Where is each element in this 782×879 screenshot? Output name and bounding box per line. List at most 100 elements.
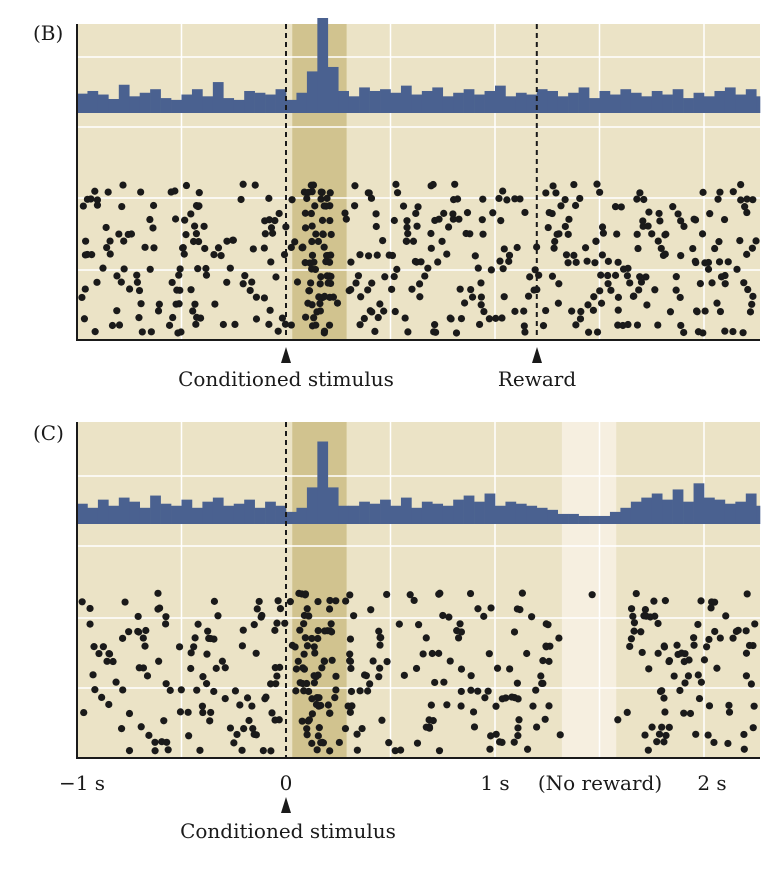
histogram-bar bbox=[620, 507, 632, 524]
spike-dot bbox=[182, 231, 190, 239]
spike-dot bbox=[295, 589, 303, 597]
histogram-bar bbox=[515, 503, 527, 524]
spike-dot bbox=[680, 328, 688, 337]
spike-dot bbox=[135, 314, 143, 322]
spike-dot bbox=[106, 237, 114, 245]
histogram-bar bbox=[338, 90, 349, 113]
spike-dot bbox=[467, 285, 475, 294]
spike-dot bbox=[82, 237, 90, 245]
spike-dot bbox=[701, 307, 709, 315]
spike-dot bbox=[713, 664, 721, 672]
spike-dot bbox=[598, 223, 607, 231]
spike-dot bbox=[318, 216, 327, 224]
spike-dot bbox=[642, 273, 650, 281]
spike-dot bbox=[175, 643, 184, 651]
spike-dot bbox=[162, 613, 170, 621]
spike-dot bbox=[505, 257, 513, 265]
spike-dot bbox=[231, 320, 239, 329]
spike-dot bbox=[154, 589, 162, 597]
spike-dot bbox=[689, 244, 697, 253]
spike-dot bbox=[637, 628, 645, 636]
spike-dot bbox=[323, 194, 331, 202]
spike-dot bbox=[121, 598, 129, 606]
spike-dot bbox=[690, 641, 698, 649]
spike-dot bbox=[356, 687, 364, 695]
spike-dot bbox=[743, 590, 751, 598]
spike-dot bbox=[554, 299, 562, 307]
spike-dot bbox=[717, 273, 726, 281]
spike-dot bbox=[400, 671, 408, 679]
histogram-bar bbox=[212, 82, 224, 113]
spike-dot bbox=[524, 292, 533, 300]
spike-dot bbox=[711, 244, 719, 253]
spike-dot bbox=[692, 730, 700, 738]
spike-dot bbox=[321, 292, 329, 300]
spike-dot bbox=[272, 680, 280, 688]
histogram-bar bbox=[411, 94, 423, 113]
spike-dot bbox=[715, 258, 724, 266]
spike-dot bbox=[314, 634, 322, 643]
spike-dot bbox=[392, 180, 400, 188]
spike-dot bbox=[520, 307, 528, 315]
spike-dot bbox=[175, 271, 183, 279]
spike-dot bbox=[331, 694, 339, 702]
spike-dot bbox=[497, 216, 505, 225]
spike-dot bbox=[230, 739, 238, 747]
spike-dot bbox=[533, 723, 541, 731]
spike-dot bbox=[125, 628, 133, 636]
spike-dot bbox=[446, 314, 454, 322]
histogram-bar bbox=[735, 501, 747, 524]
spike-dot bbox=[670, 672, 678, 680]
spike-dot bbox=[739, 329, 747, 337]
histogram-bar bbox=[589, 515, 600, 524]
spike-dot bbox=[238, 642, 247, 650]
spike-dot bbox=[320, 657, 329, 665]
spike-dot bbox=[168, 278, 176, 287]
spike-dot bbox=[104, 188, 112, 196]
spike-dot bbox=[353, 746, 361, 754]
marker-label-reward: Reward bbox=[498, 367, 576, 391]
spike-dot bbox=[716, 307, 725, 316]
histogram-bar bbox=[348, 505, 360, 524]
spike-dot bbox=[470, 723, 479, 731]
spike-dot bbox=[743, 195, 751, 203]
histogram-bar bbox=[87, 507, 99, 524]
spike-dot bbox=[485, 315, 493, 323]
histogram-bar bbox=[171, 505, 182, 524]
spike-dot bbox=[740, 279, 748, 287]
spike-dot bbox=[325, 321, 334, 329]
spike-dot bbox=[742, 627, 750, 635]
spike-dot bbox=[724, 258, 732, 266]
spike-dot bbox=[305, 716, 313, 724]
spike-dot bbox=[701, 259, 709, 267]
spike-dot bbox=[431, 678, 439, 687]
panel-label-c: (C) bbox=[33, 421, 64, 445]
spike-dot bbox=[134, 612, 142, 621]
spike-dot bbox=[199, 708, 207, 717]
spike-dot bbox=[568, 307, 576, 315]
spike-dot bbox=[515, 716, 523, 724]
spike-dot bbox=[427, 182, 435, 190]
histogram-bar bbox=[390, 505, 402, 524]
spike-dot bbox=[380, 307, 388, 315]
spike-dot bbox=[367, 194, 376, 202]
spike-dot bbox=[665, 657, 673, 666]
histogram-bar bbox=[745, 89, 757, 113]
spike-dot bbox=[495, 194, 503, 203]
spike-dot bbox=[576, 315, 585, 323]
histogram-bar bbox=[484, 90, 496, 113]
spike-dot bbox=[422, 723, 430, 731]
spike-dot bbox=[299, 244, 307, 252]
spike-dot bbox=[347, 258, 355, 266]
spike-dot bbox=[749, 196, 757, 204]
spike-dot bbox=[742, 672, 751, 680]
spike-dot bbox=[722, 612, 730, 620]
spike-dot bbox=[356, 251, 364, 259]
spike-dot bbox=[98, 693, 106, 701]
spike-dot bbox=[287, 243, 295, 252]
spike-dot bbox=[300, 611, 309, 620]
spike-dot bbox=[207, 634, 215, 643]
spike-dot bbox=[300, 620, 308, 628]
spike-dot bbox=[457, 687, 465, 696]
spike-dot bbox=[346, 708, 354, 716]
